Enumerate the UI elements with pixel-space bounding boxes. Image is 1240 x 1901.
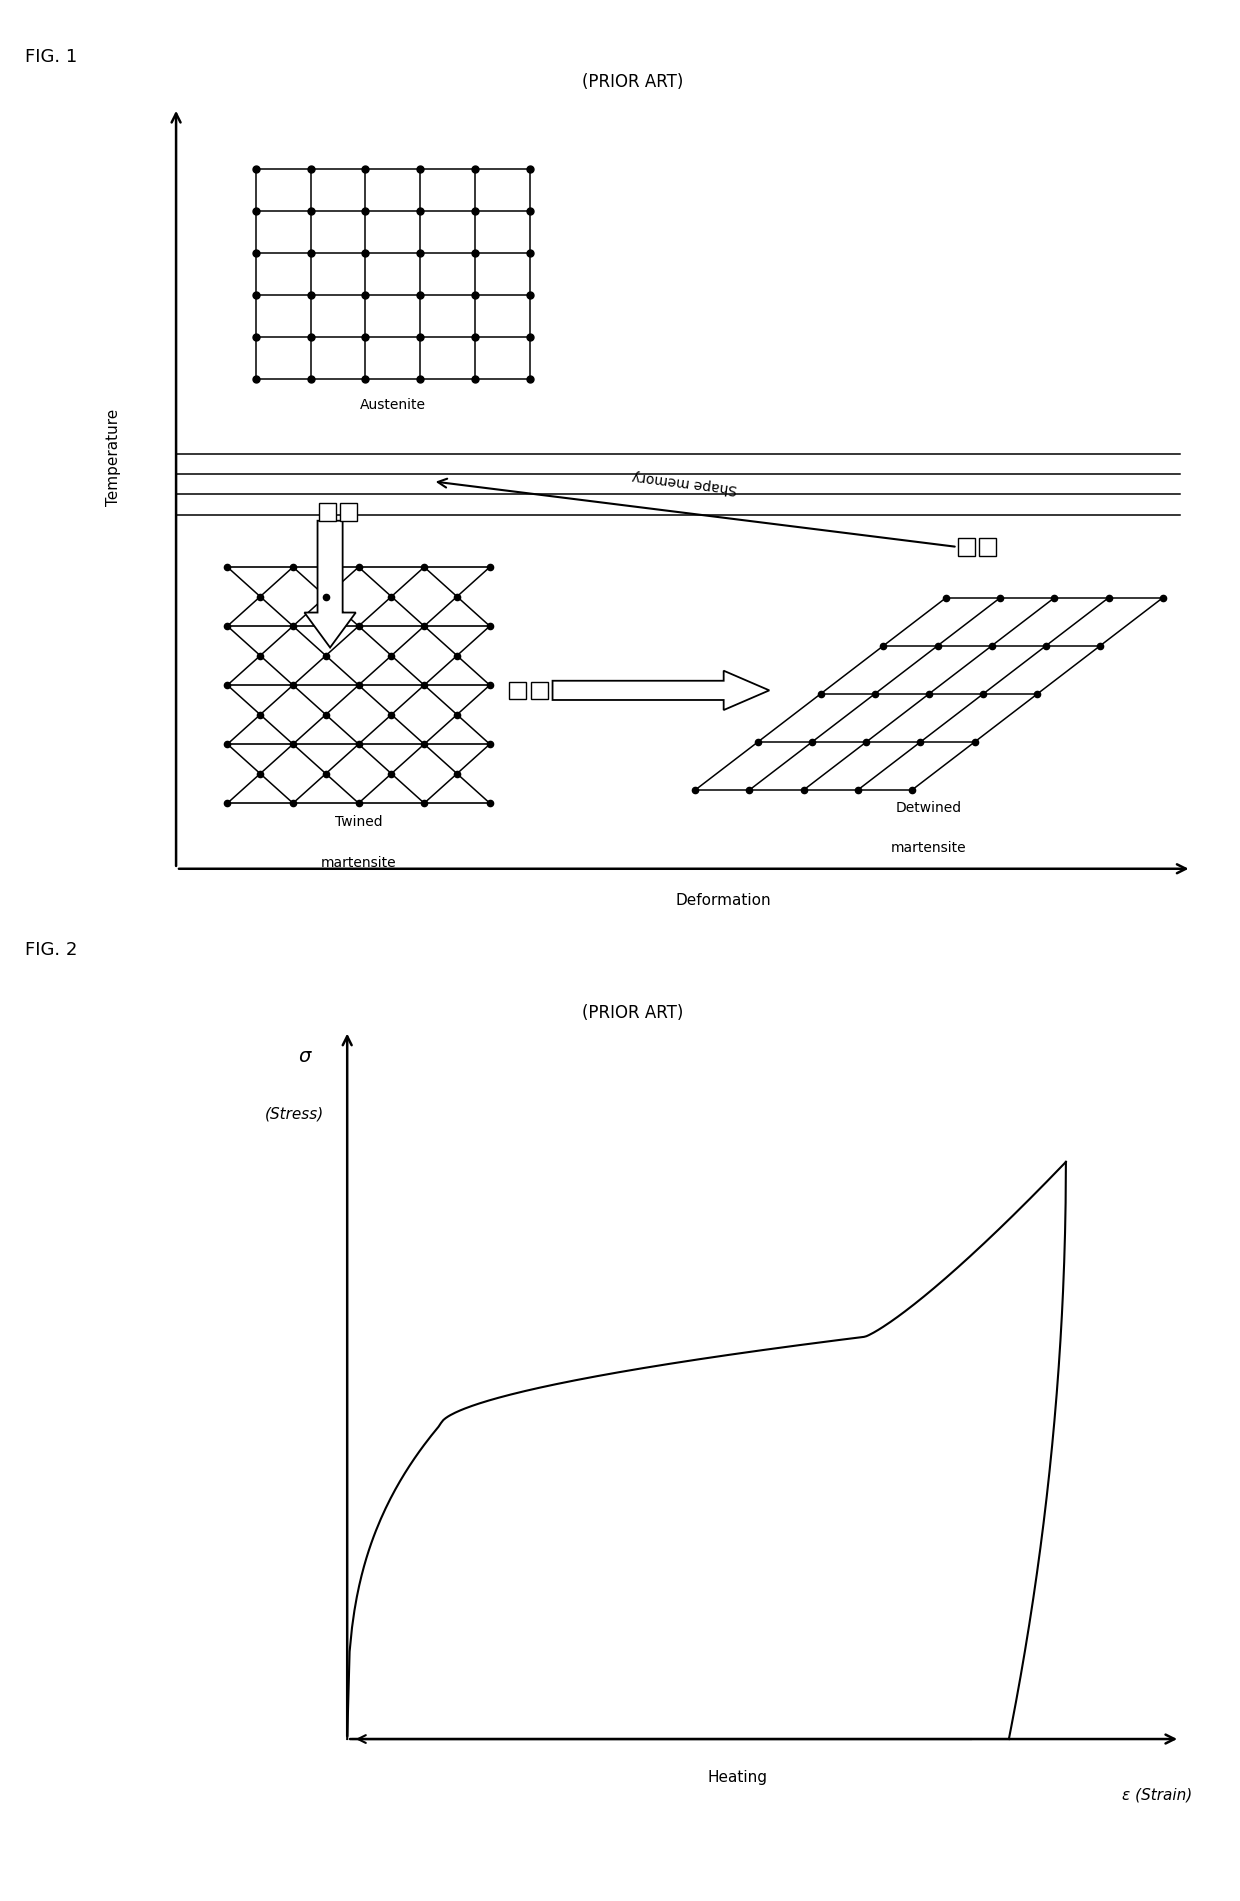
Bar: [957, 538, 975, 555]
Text: (PRIOR ART): (PRIOR ART): [582, 1004, 683, 1023]
Text: Heating: Heating: [708, 1770, 768, 1785]
FancyArrow shape: [305, 521, 356, 648]
Bar: [531, 682, 548, 700]
Text: Shape memory: Shape memory: [631, 468, 738, 496]
Text: Deformation: Deformation: [676, 893, 771, 909]
Text: Austenite: Austenite: [360, 399, 425, 413]
Text: FIG. 2: FIG. 2: [25, 941, 77, 958]
Text: martensite: martensite: [892, 840, 967, 855]
Text: Temperature: Temperature: [105, 409, 120, 506]
Text: Twined: Twined: [335, 814, 382, 829]
Bar: [510, 682, 526, 700]
Bar: [980, 538, 996, 555]
Bar: [340, 504, 357, 521]
Text: FIG. 1: FIG. 1: [25, 48, 77, 65]
Text: (PRIOR ART): (PRIOR ART): [582, 72, 683, 91]
Text: (Stress): (Stress): [265, 1106, 325, 1122]
Text: Detwined: Detwined: [897, 800, 962, 814]
FancyArrow shape: [553, 671, 769, 711]
Text: $\sigma$: $\sigma$: [298, 1047, 312, 1066]
Text: martensite: martensite: [321, 855, 397, 869]
Text: ε (Strain): ε (Strain): [1122, 1787, 1193, 1802]
Bar: [319, 504, 336, 521]
